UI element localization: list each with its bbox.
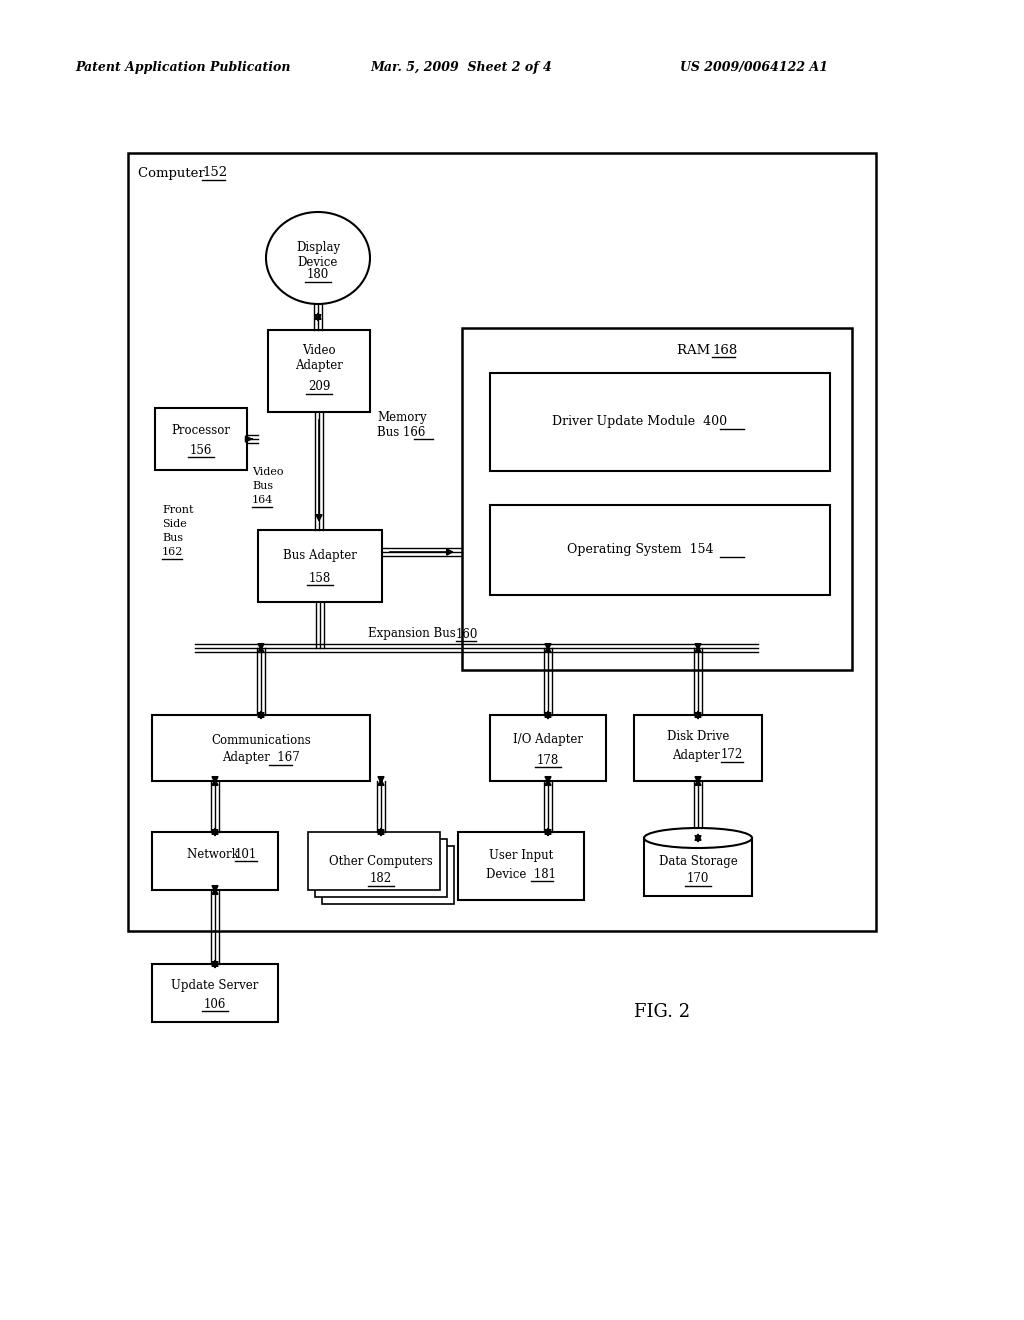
Text: Bus Adapter: Bus Adapter [283, 549, 357, 562]
Text: 156: 156 [189, 444, 212, 457]
Text: Device: Device [298, 256, 338, 268]
Text: 180: 180 [307, 268, 329, 281]
Text: Video: Video [302, 343, 336, 356]
Bar [315, 840, 447, 898]
Text: Disk Drive: Disk Drive [667, 730, 729, 743]
Text: 162: 162 [162, 546, 183, 557]
Text: Front: Front [162, 506, 194, 515]
Text: Bus: Bus [162, 533, 183, 543]
Text: RAM: RAM [677, 343, 715, 356]
Bar [634, 715, 762, 781]
Bar [490, 715, 606, 781]
Text: 170: 170 [687, 873, 710, 886]
Text: 172: 172 [721, 748, 743, 762]
Text: 158: 158 [309, 572, 331, 585]
Bar [268, 330, 370, 412]
Text: Data Storage: Data Storage [658, 855, 737, 869]
Text: Patent Application Publication: Patent Application Publication [75, 62, 291, 74]
Text: Video: Video [252, 467, 284, 477]
Text: Operating System  154: Operating System 154 [566, 544, 714, 557]
Text: Update Server: Update Server [171, 979, 259, 993]
Text: Display: Display [296, 242, 340, 255]
Text: 101: 101 [234, 847, 257, 861]
Text: 164: 164 [252, 495, 273, 506]
Ellipse shape [644, 828, 752, 847]
Text: 106: 106 [204, 998, 226, 1011]
Text: Processor: Processor [171, 424, 230, 437]
Text: Network: Network [187, 847, 243, 861]
Text: I/O Adapter: I/O Adapter [513, 734, 583, 747]
Text: Bus 166: Bus 166 [377, 425, 425, 438]
Bar [128, 153, 876, 931]
Bar [155, 408, 247, 470]
Text: FIG. 2: FIG. 2 [634, 1003, 690, 1020]
Bar [152, 832, 278, 890]
Ellipse shape [644, 886, 752, 906]
Ellipse shape [266, 213, 370, 304]
Text: 209: 209 [308, 380, 330, 393]
Text: Device  181: Device 181 [486, 867, 556, 880]
Text: Adapter: Adapter [672, 748, 724, 762]
Text: 160: 160 [456, 627, 478, 640]
Text: Memory: Memory [377, 412, 427, 425]
Text: Computer: Computer [138, 166, 209, 180]
Text: 152: 152 [202, 166, 227, 180]
Bar [490, 506, 830, 595]
Bar [152, 964, 278, 1022]
Text: Bus: Bus [252, 480, 273, 491]
Bar [322, 846, 454, 904]
Bar [258, 531, 382, 602]
Text: User Input: User Input [488, 850, 553, 862]
Text: Expansion Bus: Expansion Bus [368, 627, 460, 640]
Text: Side: Side [162, 519, 186, 529]
Bar [308, 832, 440, 890]
Text: Driver Update Module  400: Driver Update Module 400 [552, 416, 728, 429]
Bar [644, 838, 752, 896]
Text: 182: 182 [370, 873, 392, 886]
Bar [462, 327, 852, 671]
Text: Other Computers: Other Computers [329, 854, 433, 867]
Text: Adapter  167: Adapter 167 [222, 751, 300, 764]
Text: US 2009/0064122 A1: US 2009/0064122 A1 [680, 62, 828, 74]
Bar [490, 374, 830, 471]
Text: Mar. 5, 2009  Sheet 2 of 4: Mar. 5, 2009 Sheet 2 of 4 [370, 62, 552, 74]
Bar [458, 832, 584, 900]
Text: 168: 168 [712, 343, 737, 356]
Text: Communications: Communications [211, 734, 311, 747]
Text: 178: 178 [537, 754, 559, 767]
Text: Adapter: Adapter [295, 359, 343, 372]
Bar [152, 715, 370, 781]
